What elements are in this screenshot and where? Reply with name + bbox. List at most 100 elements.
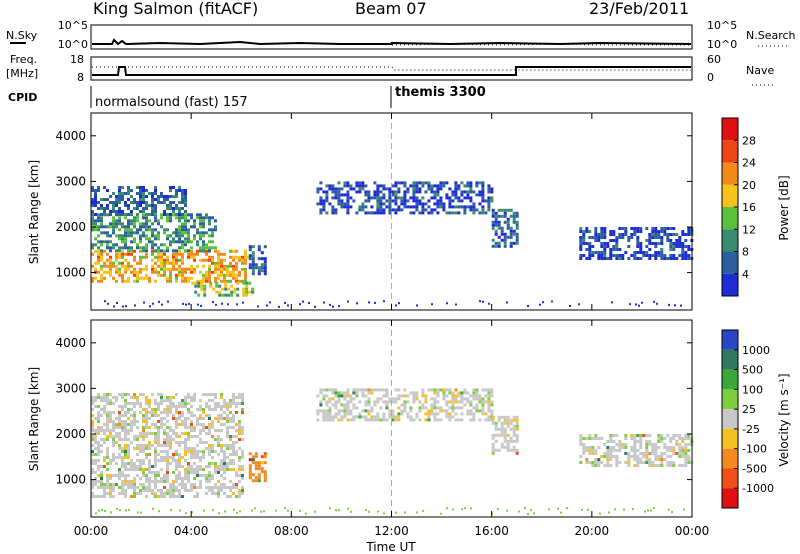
y-tick-label: 3000 [55,174,86,188]
power-ylabel: Slant Range [km] [27,160,41,264]
noise-left-tick-bottom: 10^0 [58,38,88,51]
velocity-colorbar-ticks: 1000 500 100 25 -25 -100 -500 -1000 [734,344,774,495]
frequency-trace [92,66,691,76]
freq-right-tick-bottom: 0 [707,71,714,84]
velocity-colorbar-cell [722,409,738,429]
velocity-region-4 [579,434,694,467]
velocity-region-2 [316,388,494,422]
power-colorbar-cell [722,118,738,141]
power-colorbar-cell [722,229,738,252]
nsearch-label: N.Search [746,29,796,42]
nsky-trace [92,38,692,46]
velocity-colorbar-tick-label: 1000 [742,344,770,357]
power-colorbar-tick-label: 12 [742,223,756,236]
x-tick-label: 20:00 [575,524,610,538]
frequency-panel: 18 8 60 0 [70,53,721,84]
freq-right-tick-top: 60 [707,53,721,66]
power-region-1 [91,213,217,253]
velocity-region-1 [248,452,267,483]
power-region-5 [316,181,494,215]
velocity-colorbar-cell [722,448,738,469]
power-colorbar-tick-label: 16 [742,201,756,214]
velocity-colorbar-tick-label: 100 [742,383,763,396]
y-tick-label: 2000 [55,427,86,441]
velocity-y-axis: 1000 2000 3000 4000 [55,336,692,487]
y-tick-label: 2000 [55,220,86,234]
cpid-label: CPID [8,91,37,104]
power-region-0 [91,249,250,283]
velocity-colorbar-tick-label: -1000 [742,482,774,495]
noise-right-tick-top: 10^5 [707,19,737,32]
noise-left-tick-top: 10^5 [58,19,88,32]
nave-label: Nave [746,64,774,77]
velocity-colorbar-cell [722,389,738,410]
freq-left-tick-bottom: 8 [77,71,84,84]
y-tick-label: 1000 [55,266,86,280]
power-colorbar-cell [722,273,738,297]
power-colorbar-label: Power [dB] [777,175,791,240]
beam-title: Beam 07 [355,0,427,18]
power-colorbar-cell [722,162,738,185]
date-title: 23/Feb/2011 [589,0,689,18]
station-title: King Salmon (fitACF) [93,0,258,18]
power-colorbar-tick-label: 8 [742,246,749,259]
power-colorbar-tick-label: 20 [742,179,756,192]
x-tick-label: 08:00 [274,524,309,538]
nsearch-trace [391,43,691,46]
velocity-colorbar-cell [722,349,738,370]
y-tick-label: 3000 [55,381,86,395]
power-colorbar-cell [722,140,738,163]
cpid-segment-1: normalsound (fast) 157 [95,95,248,110]
power-data-layer [91,181,694,308]
velocity-data-layer [91,388,694,515]
y-tick-label: 1000 [55,473,86,487]
velocity-panel: 1000 2000 3000 4000 00:00 04:00 08:00 12:00 16:… [27,319,709,554]
cpid-panel: normalsound (fast) 157 themis 3300 [90,85,486,110]
power-x-ticks [90,113,693,310]
power-colorbar-cells [722,118,738,297]
power-region-7 [579,227,694,260]
power-ground-scatter [104,300,682,308]
power-colorbar-cell [722,207,738,230]
velocity-colorbar-cell [722,428,738,449]
x-tick-label: 04:00 [174,524,209,538]
x-axis-label: Time UT [365,540,416,554]
power-region-4 [248,245,267,276]
freq-unit-label: [MHz] [6,67,38,80]
power-colorbar-tick-label: 24 [742,157,756,170]
power-region-3 [191,281,255,297]
freq-left-tick-top: 18 [70,53,84,66]
velocity-region-0 [91,393,244,498]
power-colorbar: 4 8 12 16 20 24 28 Power [dB] [721,117,791,297]
nsky-label: N.Sky [6,29,38,42]
power-colorbar-tick-label: 4 [742,268,749,281]
velocity-ylabel: Slant Range [km] [27,367,41,471]
velocity-colorbar-tick-label: -25 [742,423,760,436]
power-colorbar-cell [722,184,738,208]
velocity-x-axis: 00:00 04:00 08:00 12:00 16:00 20:00 00:00 [74,320,709,538]
velocity-colorbar: 1000 500 100 25 -25 -100 -500 -1000 Velocity [m… [721,329,791,509]
nave-trace [92,66,691,71]
velocity-colorbar-tick-label: -500 [742,462,767,475]
velocity-colorbar-cell [722,468,738,489]
velocity-colorbar-tick-label: 500 [742,364,763,377]
velocity-colorbar-cell [722,330,738,350]
power-colorbar-cell [722,251,738,274]
velocity-colorbar-tick-label: 25 [742,403,756,416]
power-panel: 1000 2000 3000 4000 Slant Range [km] [27,112,694,311]
freq-label: Freq. [10,53,37,66]
power-y-axis: 1000 2000 3000 4000 [55,129,692,280]
velocity-colorbar-tick-label: -100 [742,443,767,456]
x-tick-label: 12:00 [374,524,409,538]
velocity-colorbar-cell [722,488,738,508]
cpid-segment-2: themis 3300 [395,85,486,100]
power-region-6 [491,208,519,248]
x-tick-label: 16:00 [474,524,509,538]
velocity-colorbar-cell [722,369,738,390]
power-colorbar-tick-label: 28 [742,134,756,147]
velocity-colorbar-cells [722,330,738,508]
y-tick-label: 4000 [55,336,86,350]
power-region-2 [91,186,187,216]
velocity-region-3 [491,415,519,455]
